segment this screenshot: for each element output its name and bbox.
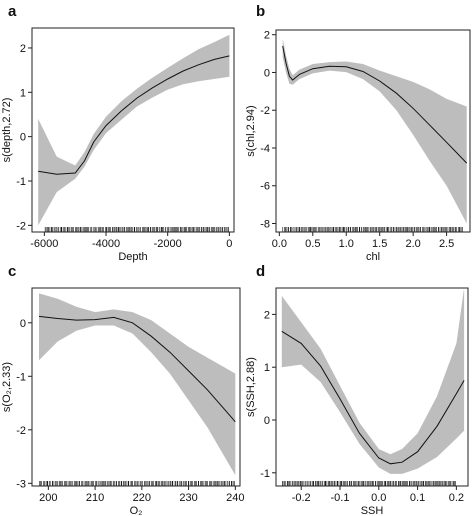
plot-frame	[31, 287, 241, 487]
x-tick-label: 1.5	[372, 238, 387, 250]
panel-b: b 0.0 0.5 1.0 1.5 2.0 2.5 -8 -6 -4 -2 0 2 chl s(chl,2.…	[245, 3, 471, 263]
y-tick-label: 0	[20, 318, 26, 330]
rug	[39, 481, 235, 486]
panel-d: d -0.2 -0.1 0.0 0.1 0.2 -1 0 1 2 SSH s(SSH,2.88)	[245, 263, 469, 516]
x-tick-label: 0.1	[410, 492, 425, 504]
y-tick-label: -4	[260, 143, 270, 155]
x-tick-label: -0.2	[292, 492, 311, 504]
y-tick-label: -3	[16, 478, 26, 490]
panel-letter: b	[256, 3, 265, 20]
panel-letter: a	[8, 3, 17, 20]
rug	[282, 481, 456, 486]
y-tick-label: 0	[20, 132, 26, 144]
y-axis-label: s(chl,2.94)	[245, 105, 257, 156]
y-tick-label: 1	[264, 362, 270, 374]
y-tick-label: -2	[16, 220, 26, 232]
panel-a: a -6000 -4000 -2000 0 -2 -1 0 1 2 Depth s(depth,2.7…	[1, 3, 235, 263]
y-tick-label: 2	[264, 309, 270, 321]
smooth-line	[38, 55, 230, 175]
panel-letter: d	[256, 263, 265, 280]
x-tick-label: -6000	[30, 238, 58, 250]
rug	[44, 227, 229, 232]
smooth-line	[281, 330, 465, 465]
x-axis-label: O₂	[130, 505, 143, 516]
y-tick-label: -1	[260, 468, 270, 480]
x-tick-label: 0.5	[305, 238, 320, 250]
plot-frame	[275, 29, 471, 233]
x-tick-label: -0.1	[331, 492, 350, 504]
x-tick-label: 1.0	[339, 238, 354, 250]
smooth-line	[282, 45, 468, 164]
x-tick-label: 0.2	[449, 492, 464, 504]
plot-frame	[31, 27, 235, 233]
confidence-band	[282, 38, 467, 224]
rug	[282, 227, 463, 232]
x-tick-label: 0.0	[272, 238, 287, 250]
x-tick-label: 0.0	[371, 492, 386, 504]
x-tick-label: 2.0	[405, 238, 420, 250]
x-tick-label: 210	[86, 492, 104, 504]
plot-frame	[275, 287, 469, 487]
smooth-line	[38, 315, 236, 423]
y-tick-label: -2	[16, 425, 26, 437]
y-tick-label: 0	[264, 67, 270, 79]
x-axis-label: chl	[366, 251, 380, 263]
y-tick-label: -6	[260, 181, 270, 193]
y-tick-label: -8	[260, 219, 270, 231]
x-tick-label: -4000	[92, 238, 120, 250]
y-tick-label: 1	[20, 87, 26, 99]
x-tick-label: 0	[226, 238, 232, 250]
x-tick-label: 230	[179, 492, 197, 504]
x-tick-label: 220	[133, 492, 151, 504]
panel-c: c 200 210 220 230 240 -3 -2 -1 0 O₂ s(O₂,2.33)	[1, 263, 245, 516]
panel-letter: c	[8, 263, 16, 280]
x-tick-label: 2.5	[439, 238, 454, 250]
y-axis-label: s(O₂,2.33)	[1, 362, 13, 412]
confidence-band	[39, 293, 236, 476]
y-axis-label: s(depth,2.72)	[1, 98, 13, 163]
confidence-band	[281, 288, 465, 474]
y-tick-label: 2	[264, 30, 270, 42]
confidence-band	[38, 34, 230, 226]
y-tick-label: -1	[16, 176, 26, 188]
y-tick-label: -1	[16, 371, 26, 383]
x-tick-label: 200	[39, 492, 57, 504]
x-axis-label: SSH	[361, 505, 384, 516]
y-tick-label: -2	[260, 105, 270, 117]
x-tick-label: 240	[226, 492, 244, 504]
y-tick-label: 2	[20, 43, 26, 55]
x-axis-label: Depth	[118, 251, 147, 263]
x-tick-label: -2000	[154, 238, 182, 250]
y-tick-label: 0	[264, 415, 270, 427]
y-axis-label: s(SSH,2.88)	[245, 357, 257, 417]
